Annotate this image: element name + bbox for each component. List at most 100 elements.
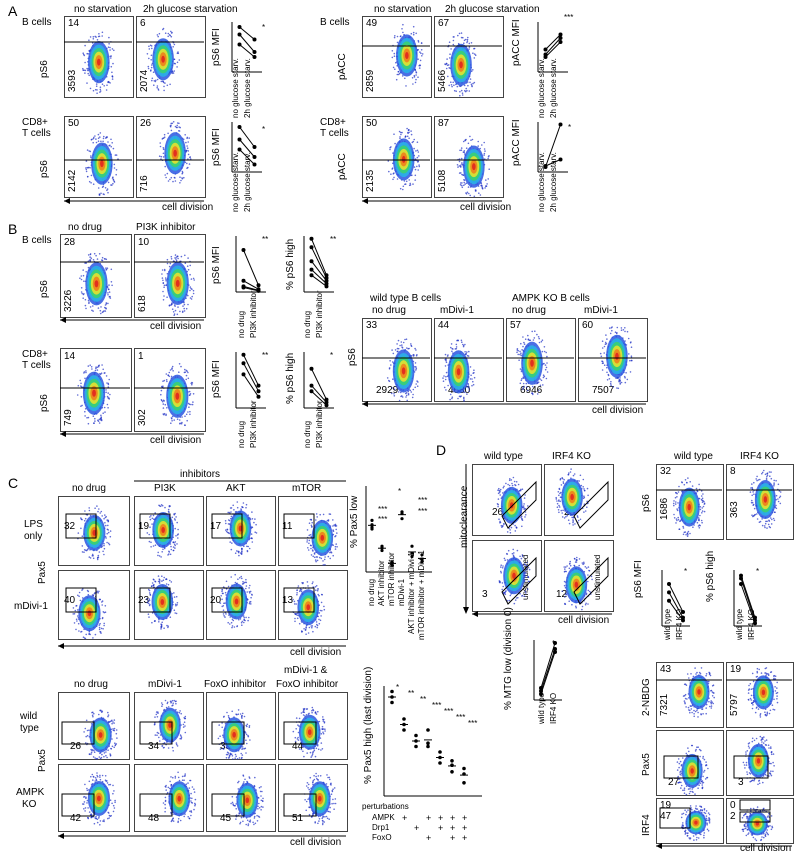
flow-dot (174, 547, 176, 549)
flow-dot (102, 628, 104, 630)
panel-label-c: C (8, 475, 19, 491)
flow-dot (507, 483, 509, 486)
flow-dot (177, 52, 180, 55)
flow-dot (101, 515, 103, 517)
flow-dot (190, 814, 192, 817)
flow-dot (78, 591, 81, 594)
flow-dot (322, 716, 324, 718)
flow-dot (630, 346, 633, 349)
flow-dot (172, 72, 175, 74)
flow-dot (391, 167, 394, 169)
flow-dot (328, 776, 331, 779)
flow-dot (306, 752, 309, 754)
flow-dot (246, 591, 248, 593)
flow-dot (89, 557, 92, 559)
flow-dot (230, 802, 232, 805)
flow-dot (606, 338, 608, 340)
flow-dot (175, 126, 178, 129)
flow-dot (446, 58, 448, 60)
flow-dot (172, 546, 175, 548)
flow-dot (319, 609, 322, 612)
flow-dot (174, 700, 177, 703)
flow-dot (240, 752, 242, 755)
flow-dot (414, 362, 417, 364)
flow-dot (391, 50, 394, 52)
flow-dot (169, 369, 172, 371)
flow-dot (105, 389, 107, 391)
flow-dot (187, 377, 190, 380)
d-flow-wt-stim (472, 464, 542, 536)
flow-dot (314, 586, 317, 588)
flow-density (97, 795, 101, 802)
flow-dot (173, 592, 175, 594)
flow-dot (99, 776, 101, 778)
c-col4: mTOR (292, 483, 322, 494)
flow-dot (258, 807, 261, 809)
flow-dot (304, 629, 307, 631)
flow-dot (320, 557, 323, 560)
flow-dot (193, 279, 195, 281)
flow-dot (330, 551, 332, 553)
flow-dot (463, 42, 465, 44)
flow-dot (421, 53, 424, 55)
flow-dot (187, 153, 190, 156)
flow-dot (463, 84, 466, 87)
flow-dot (415, 78, 417, 81)
flow-dot (475, 189, 477, 191)
flow-dot (102, 611, 105, 613)
flow-dot (80, 287, 83, 289)
flow-dot (253, 823, 255, 826)
flow-dot (183, 779, 185, 781)
flow-dot (468, 390, 471, 393)
flow-dot (537, 336, 540, 338)
flow-dot (162, 747, 165, 749)
flow-dot (447, 75, 449, 78)
flow-dot (408, 137, 410, 139)
flow-dot (444, 353, 447, 356)
flow-dot (237, 788, 240, 790)
flow-dot (95, 138, 97, 140)
flow-dot (544, 368, 547, 371)
flow-dot (529, 339, 532, 342)
flow-dot (260, 795, 262, 797)
flow-dot (248, 587, 250, 589)
flow-dot (500, 524, 503, 527)
flow-dot (315, 775, 317, 778)
flow-dot (230, 621, 233, 624)
flow-dot (104, 310, 107, 312)
flow-dot (322, 720, 325, 722)
flow-dot (148, 45, 150, 48)
flow-dot (388, 380, 391, 383)
flow-dot (88, 780, 91, 783)
a-left-row2-label-b: T cells (22, 128, 51, 139)
flow-dot (241, 620, 244, 623)
flow-dot (177, 306, 179, 308)
flow-dot (235, 755, 237, 758)
flow-dot (248, 726, 251, 728)
flow-dot (96, 558, 99, 561)
flow-density (175, 279, 180, 288)
flow-dot (260, 809, 262, 811)
flow-dot (245, 752, 247, 754)
flow-dot (174, 603, 177, 606)
flow-dot (187, 411, 189, 413)
flow-dot (177, 528, 179, 531)
flow-dot (82, 636, 85, 638)
flow-dot (483, 154, 485, 156)
flow-dot (194, 802, 196, 805)
flow-dot (302, 750, 304, 753)
a-right-xaxis: cell division (460, 202, 512, 213)
flow-dot (515, 527, 518, 529)
flow-dot (149, 516, 151, 518)
flow-dot (97, 817, 100, 819)
flow-dot (103, 544, 105, 547)
flow-dot (242, 775, 245, 777)
flow-dot (174, 62, 176, 65)
flow-dot (158, 155, 161, 157)
a-left-r2-pct1: 50 (68, 118, 80, 129)
flow-dot (397, 70, 400, 73)
flow-dot (607, 374, 610, 377)
flow-dot (87, 416, 90, 419)
flow-dot (171, 420, 173, 422)
c-lower-r1-v3: 33 (220, 741, 232, 752)
